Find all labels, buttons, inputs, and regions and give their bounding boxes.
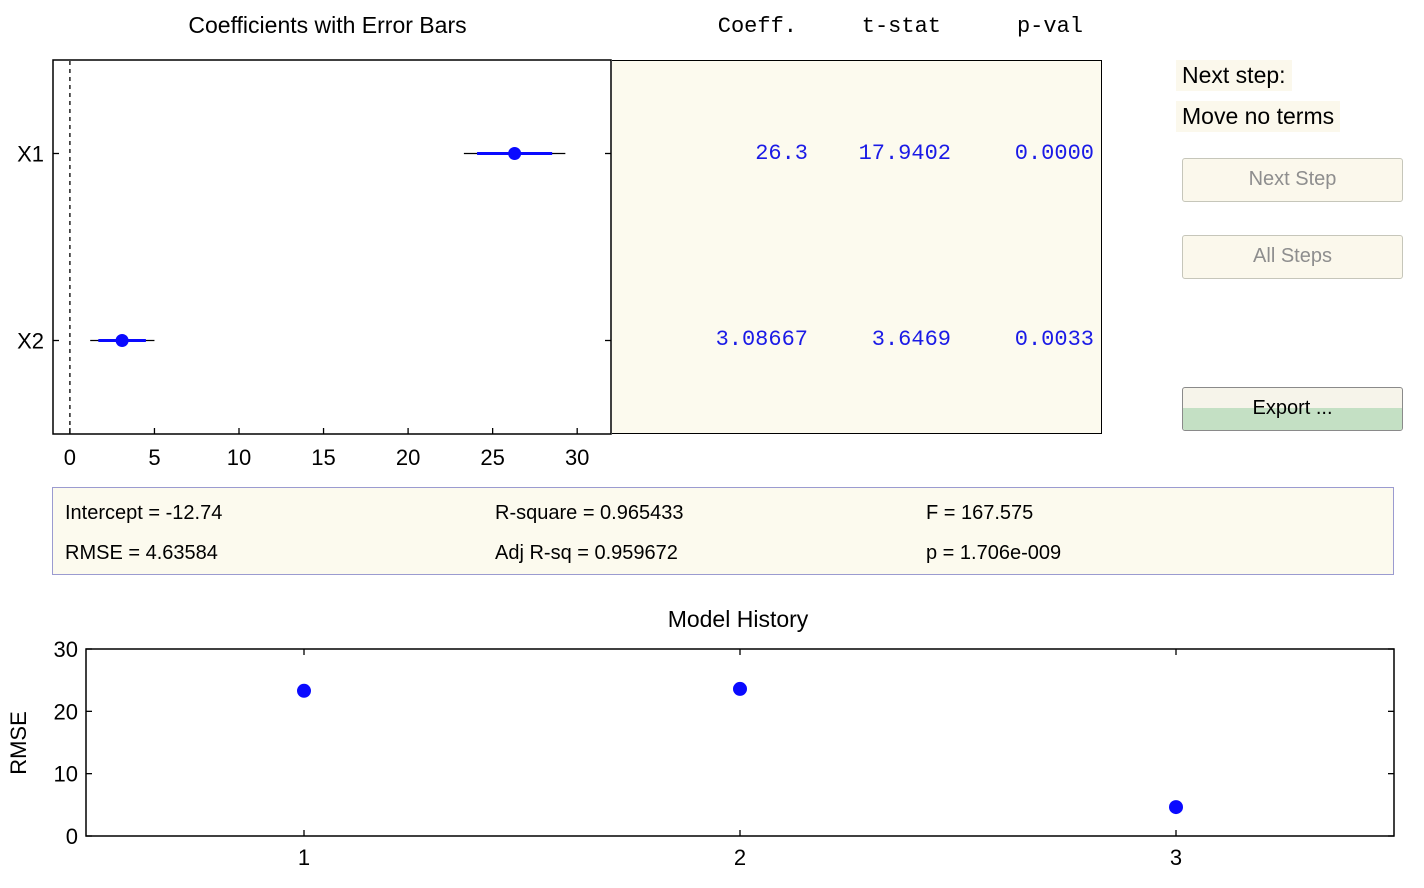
pval-column-header: p-val [1016,14,1083,39]
x-tick-label: 5 [148,445,160,470]
export-button[interactable]: Export ... [1182,387,1403,431]
x-tick-label: 0 [64,445,76,470]
x-tick-label: 10 [227,445,251,470]
coefficients-plot-frame [52,59,612,435]
x-tick-label: 25 [480,445,504,470]
f-stat: F = 167.575 [926,502,1034,524]
model-history-frame [85,648,1395,837]
x1-pval-cell: 0.0000 [1014,141,1094,166]
tstat-column-header: t-stat [861,14,941,39]
coefficient-point [508,147,522,160]
coefficients-plot-title: Coefficients with Error Bars [188,12,467,38]
coefficient-point [115,334,129,347]
x1-tstat-cell: 17.9402 [858,141,951,166]
model-history-title: Model History [668,606,809,632]
x-tick-label: 15 [311,445,335,470]
rmse-point [1169,800,1183,815]
rmse-axis-label: RMSE [6,711,31,775]
x2-coeff-cell: 3.08667 [715,327,808,352]
term-label: X2 [17,329,44,354]
x-tick-label: 1 [298,845,310,870]
y-tick-label: 30 [54,637,78,662]
rmse-stat: RMSE = 4.63584 [65,542,218,564]
x-tick-label: 2 [734,845,746,870]
y-tick-label: 10 [54,762,78,787]
model-history-plot: Model History RMSE 0 10 20 30 1 2 3 [6,606,1395,870]
x2-tstat-cell: 3.6469 [871,327,951,352]
coeff-column-header: Coeff. [717,14,797,39]
x-tick-label: 20 [396,445,420,470]
y-tick-label: 0 [66,824,78,849]
coefficient-table: 26.3 17.9402 0.0000 3.08667 3.6469 0.003… [612,60,1102,434]
next-step-label: Next step: [1176,60,1292,91]
x2-pval-cell: 0.0033 [1014,327,1094,352]
rmse-point [297,683,311,698]
export-button-highlight [1183,408,1402,430]
intercept-stat: Intercept = -12.74 [65,502,223,524]
rmse-point [733,681,747,696]
next-step-button[interactable]: Next Step [1182,158,1403,202]
export-button-label: Export ... [1252,397,1333,419]
model-statistics-panel: Intercept = -12.74 RMSE = 4.63584 R-squa… [52,487,1394,575]
p-value-stat: p = 1.706e-009 [926,542,1062,564]
all-steps-button[interactable]: All Steps [1182,235,1403,279]
x-tick-label: 30 [565,445,589,470]
next-step-value: Move no terms [1176,101,1341,132]
coefficients-plot: 0 5 10 15 20 25 30 X1 X2 [17,59,612,470]
adj-r-square-stat: Adj R-sq = 0.959672 [495,542,678,564]
x-tick-label: 3 [1170,845,1182,870]
y-tick-label: 20 [54,699,78,724]
x1-coeff-cell: 26.3 [755,141,808,166]
term-label: X1 [17,142,44,167]
r-square-stat: R-square = 0.965433 [495,502,684,524]
